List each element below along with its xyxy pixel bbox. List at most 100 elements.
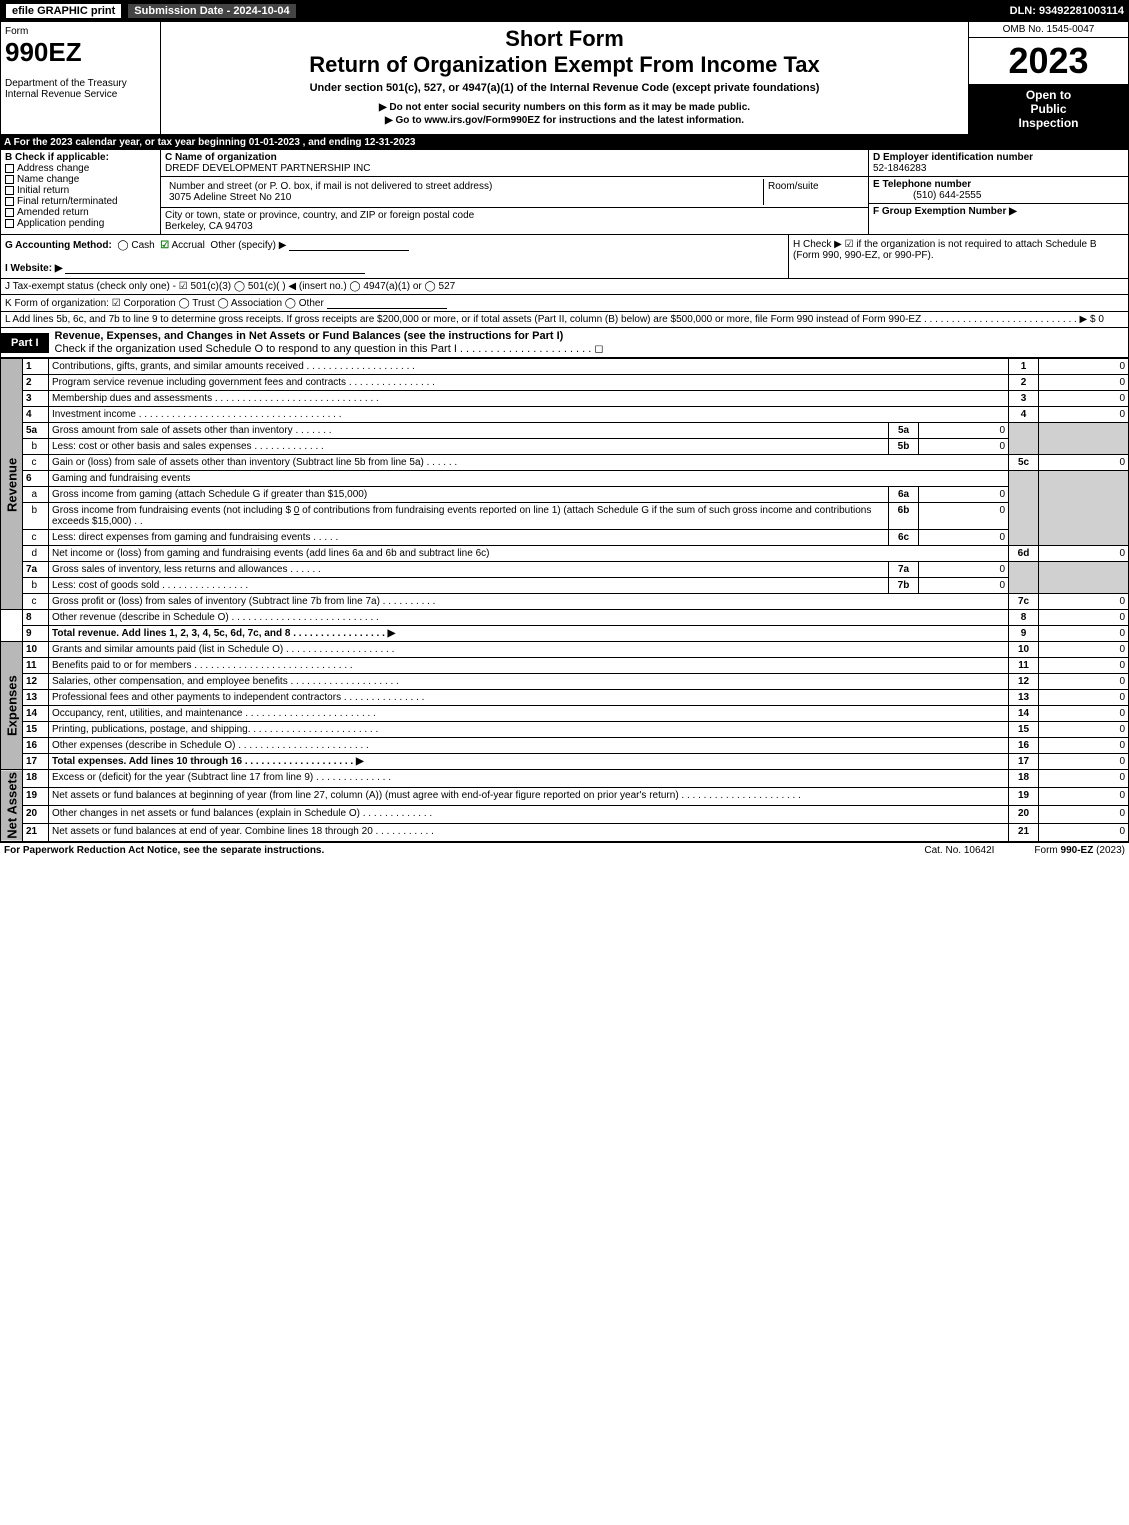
info-grid: B Check if applicable: Address change Na… (0, 150, 1129, 235)
form-number: 990EZ (5, 37, 156, 68)
line21-val: 0 (1039, 823, 1129, 841)
line6a-box: 6a (889, 487, 919, 503)
checkbox-name-change[interactable] (5, 175, 14, 184)
c-city-label: City or town, state or province, country… (165, 210, 474, 221)
line6c-val: 0 (919, 530, 1009, 546)
part1-header: Part I Revenue, Expenses, and Changes in… (0, 328, 1129, 358)
line19-desc: Net assets or fund balances at beginning… (49, 787, 1009, 805)
line9-val: 0 (1039, 626, 1129, 642)
expenses-sidebar: Expenses (1, 642, 23, 770)
line7b-box: 7b (889, 578, 919, 594)
line7b-val: 0 (919, 578, 1009, 594)
section-j: J Tax-exempt status (check only one) - ☑… (0, 279, 1129, 295)
section-l: L Add lines 5b, 6c, and 7b to line 9 to … (0, 312, 1129, 328)
line1-val: 0 (1039, 359, 1129, 375)
e-label: E Telephone number (873, 179, 971, 190)
line18-val: 0 (1039, 770, 1129, 788)
g-cash: Cash (131, 240, 154, 251)
line21-desc: Net assets or fund balances at end of ye… (49, 823, 1009, 841)
subtitle: Under section 501(c), 527, or 4947(a)(1)… (165, 82, 964, 94)
org-street: 3075 Adeline Street No 210 (169, 192, 291, 203)
line20-val: 0 (1039, 805, 1129, 823)
line14-desc: Occupancy, rent, utilities, and maintena… (49, 706, 1009, 722)
revenue-sidebar: Revenue (1, 359, 23, 610)
final-return-label: Final return/terminated (17, 196, 118, 207)
line7c-desc: Gross profit or (loss) from sales of inv… (49, 594, 1009, 610)
org-name: DREDF DEVELOPMENT PARTNERSHIP INC (165, 163, 370, 174)
g-other-input[interactable] (289, 239, 409, 251)
form-header: Form 990EZ Department of the Treasury In… (0, 22, 1129, 135)
address-change-label: Address change (17, 163, 89, 174)
line3-desc: Membership dues and assessments . . . . … (49, 391, 1009, 407)
page-footer: For Paperwork Reduction Act Notice, see … (0, 842, 1129, 858)
line15-val: 0 (1039, 722, 1129, 738)
line16-val: 0 (1039, 738, 1129, 754)
line11-val: 0 (1039, 658, 1129, 674)
line6d-val: 0 (1039, 546, 1129, 562)
title-return: Return of Organization Exempt From Incom… (165, 52, 964, 78)
line6a-val: 0 (919, 487, 1009, 503)
org-city: Berkeley, CA 94703 (165, 221, 253, 232)
line7a-desc: Gross sales of inventory, less returns a… (49, 562, 889, 578)
checkbox-address-change[interactable] (5, 164, 14, 173)
checkbox-initial-return[interactable] (5, 186, 14, 195)
k-other-input[interactable] (327, 297, 447, 309)
inspection-line1: Open to (1026, 88, 1071, 102)
irs-label: Internal Revenue Service (5, 89, 156, 100)
note-link[interactable]: ▶ Go to www.irs.gov/Form990EZ for instru… (165, 115, 964, 126)
k-text: K Form of organization: ☑ Corporation ◯ … (5, 298, 324, 309)
g-label: G Accounting Method: (5, 240, 112, 251)
line17-desc: Total expenses. Add lines 10 through 16 … (49, 754, 1009, 770)
line9-desc: Total revenue. Add lines 1, 2, 3, 4, 5c,… (49, 626, 1009, 642)
f-label: F Group Exemption Number ▶ (873, 206, 1017, 217)
line5a-box: 5a (889, 423, 919, 439)
c-name-label: C Name of organization (165, 152, 277, 163)
checkbox-amended-return[interactable] (5, 208, 14, 217)
part1-subtitle: Check if the organization used Schedule … (55, 343, 604, 355)
line8-desc: Other revenue (describe in Schedule O) .… (49, 610, 1009, 626)
line13-desc: Professional fees and other payments to … (49, 690, 1009, 706)
line3-val: 0 (1039, 391, 1129, 407)
tax-year: 2023 (969, 38, 1128, 84)
line2-desc: Program service revenue including govern… (49, 375, 1009, 391)
g-other: Other (specify) ▶ (210, 240, 286, 251)
line15-desc: Printing, publications, postage, and shi… (49, 722, 1009, 738)
header-left: Form 990EZ Department of the Treasury In… (1, 22, 161, 134)
line6c-box: 6c (889, 530, 919, 546)
header-right: OMB No. 1545-0047 2023 Open to Public In… (968, 22, 1128, 134)
amended-return-label: Amended return (17, 207, 89, 218)
title-short-form: Short Form (165, 26, 964, 52)
line4-val: 0 (1039, 407, 1129, 423)
footer-left: For Paperwork Reduction Act Notice, see … (4, 845, 884, 856)
line12-val: 0 (1039, 674, 1129, 690)
dln: DLN: 93492281003114 (1010, 5, 1124, 17)
checkbox-final-return[interactable] (5, 197, 14, 206)
line12-desc: Salaries, other compensation, and employ… (49, 674, 1009, 690)
line5b-box: 5b (889, 439, 919, 455)
phone-value: (510) 644-2555 (873, 190, 981, 201)
line5a-val: 0 (919, 423, 1009, 439)
line20-desc: Other changes in net assets or fund bala… (49, 805, 1009, 823)
footer-center: Cat. No. 10642I (924, 845, 994, 856)
section-def: D Employer identification number 52-1846… (868, 150, 1128, 234)
g-accrual-check-icon: ☑ (160, 240, 169, 251)
c-street-label: Number and street (or P. O. box, if mail… (169, 181, 492, 192)
efile-print-button[interactable]: efile GRAPHIC print (5, 3, 122, 19)
row-gh: G Accounting Method: ◯ Cash ☑ Accrual Ot… (0, 235, 1129, 279)
website-input[interactable] (65, 262, 365, 274)
line6b-box: 6b (889, 503, 919, 530)
line6d-desc: Net income or (loss) from gaming and fun… (49, 546, 1009, 562)
inspection-line2: Public (1030, 102, 1066, 116)
line6-desc: Gaming and fundraising events (49, 471, 1009, 487)
part1-table: Revenue 1 Contributions, gifts, grants, … (0, 358, 1129, 842)
h-text: H Check ▶ ☑ if the organization is not r… (793, 239, 1097, 261)
line2-val: 0 (1039, 375, 1129, 391)
line7a-val: 0 (919, 562, 1009, 578)
checkbox-application-pending[interactable] (5, 219, 14, 228)
line7c-val: 0 (1039, 594, 1129, 610)
inspection-badge: Open to Public Inspection (969, 84, 1128, 134)
line-a-tax-year: A For the 2023 calendar year, or tax yea… (0, 135, 1129, 150)
line5b-val: 0 (919, 439, 1009, 455)
section-k: K Form of organization: ☑ Corporation ◯ … (0, 295, 1129, 312)
line17-val: 0 (1039, 754, 1129, 770)
